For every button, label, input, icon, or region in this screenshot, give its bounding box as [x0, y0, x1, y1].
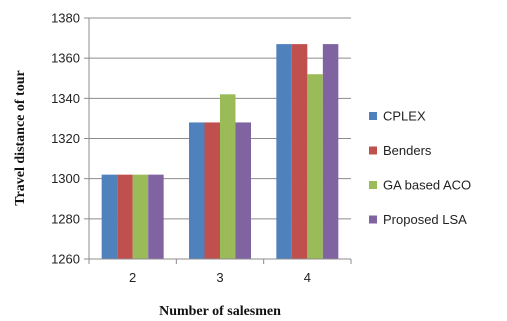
legend-label: CPLEX [383, 109, 426, 124]
legend-label: Proposed LSA [383, 212, 467, 227]
x-tick-label: 3 [216, 270, 223, 285]
bar-ga-based-aco-3 [220, 94, 236, 259]
y-tick-label: 1380 [51, 11, 80, 26]
bar-ga-based-aco-2 [132, 174, 149, 259]
x-tick-label: 4 [304, 270, 311, 285]
bar-benders-3 [204, 122, 220, 259]
y-tick-label: 1280 [51, 211, 80, 226]
y-tick-label: 1340 [51, 91, 80, 106]
bar-ga-based-aco-4 [307, 74, 323, 259]
bar-proposed-lsa-3 [235, 122, 251, 259]
x-tick-labels: 2 3 4 [88, 259, 352, 285]
legend-swatch [369, 215, 377, 224]
bar-cplex-4 [276, 44, 292, 259]
y-tick-label: 1300 [51, 171, 80, 186]
legend-swatch [369, 146, 377, 155]
bar-benders-2 [117, 174, 133, 259]
legend-label: GA based ACO [383, 178, 471, 193]
bar-proposed-lsa-2 [148, 174, 164, 259]
bar-benders-4 [291, 44, 308, 259]
y-axis-label: Travel distance of tour [13, 70, 28, 205]
legend-swatch [369, 181, 377, 189]
bar-cplex-2 [101, 174, 118, 259]
bars [101, 44, 339, 259]
y-tick-labels: 1260 1280 1300 1320 1340 1360 1380 [51, 11, 89, 267]
x-tick-label: 2 [129, 270, 136, 285]
y-tick-label: 1260 [51, 252, 80, 267]
bar-cplex-3 [189, 122, 205, 259]
legend: CPLEX Benders GA based ACO Proposed LSA [369, 109, 471, 227]
y-tick-label: 1360 [51, 51, 80, 66]
y-tick-label: 1320 [51, 131, 80, 146]
bar-proposed-lsa-4 [322, 44, 339, 259]
legend-label: Benders [383, 143, 432, 158]
x-axis-label: Number of salesmen [159, 304, 281, 319]
legend-swatch [369, 112, 377, 120]
